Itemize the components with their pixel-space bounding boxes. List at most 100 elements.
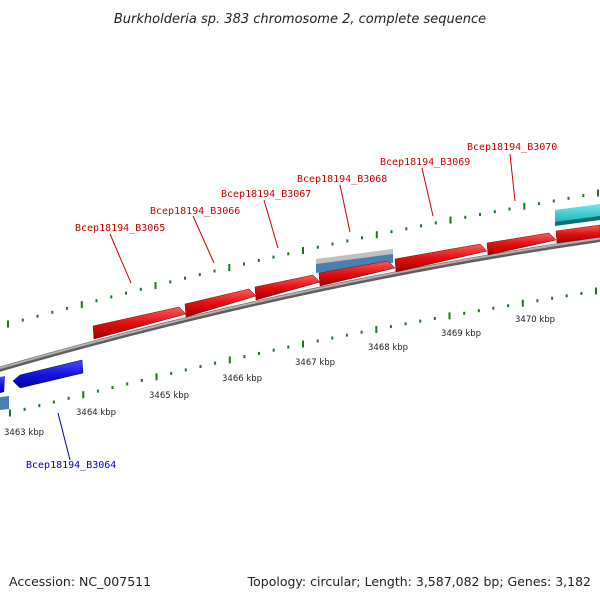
tick-label-3469: 3469 kbp (441, 329, 481, 339)
lower-major-tick (228, 356, 231, 364)
upper-minor-tick (508, 207, 511, 211)
upper-minor-tick (287, 252, 290, 256)
upper-minor-tick (198, 273, 201, 277)
upper-minor-tick (272, 255, 275, 259)
upper-major-tick (80, 301, 83, 309)
lower-minor-tick (199, 365, 202, 368)
lower-minor-tick (67, 396, 70, 400)
gene-label-B3068[interactable]: Bcep18194_B3068 (297, 174, 387, 185)
upper-major-tick (597, 189, 599, 197)
lower-minor-tick (565, 294, 568, 298)
upper-minor-tick (420, 224, 422, 228)
lower-minor-tick (419, 319, 422, 323)
lower-minor-tick (184, 368, 187, 372)
upper-minor-tick (390, 230, 393, 234)
upper-major-tick (375, 231, 378, 239)
lower-minor-tick (507, 304, 510, 308)
lower-minor-tick (272, 348, 275, 352)
lower-minor-tick (463, 311, 466, 315)
map-title: Burkholderia sp. 383 chromosome 2, compl… (114, 12, 486, 27)
lower-minor-tick (360, 330, 363, 334)
upper-minor-tick (479, 213, 481, 216)
lower-minor-tick (433, 317, 436, 320)
lower-minor-tick (214, 361, 217, 365)
upper-minor-tick (405, 227, 408, 231)
reverse-genes (12, 359, 84, 389)
chromosome-backbone (0, 236, 600, 372)
gene-label-B3064[interactable]: Bcep18194_B3064 (26, 460, 116, 471)
tick-label-3466: 3466 kbp (222, 374, 262, 384)
lower-minor-tick (316, 339, 319, 343)
steel-feature (316, 254, 393, 273)
gene-label-B3065[interactable]: Bcep18194_B3065 (75, 223, 165, 234)
gene-next-arrow[interactable] (555, 224, 600, 244)
lower-minor-tick (331, 336, 334, 340)
lower-major-tick (521, 299, 524, 307)
lower-minor-tick (345, 333, 348, 337)
upper-minor-tick (95, 299, 98, 303)
lower-minor-tick (243, 355, 246, 359)
upper-minor-tick (434, 221, 437, 225)
upper-major-tick (228, 264, 231, 271)
tick-label-3464: 3464 kbp (76, 408, 116, 418)
upper-minor-tick (51, 310, 54, 314)
upper-tick-row (7, 189, 599, 328)
edge-blue-gene (0, 376, 5, 393)
upper-minor-tick (243, 262, 245, 266)
gene-label-B3066[interactable]: Bcep18194_B3066 (150, 206, 240, 217)
upper-minor-tick (538, 202, 540, 206)
upper-minor-tick (110, 295, 113, 299)
gene-label-B3069[interactable]: Bcep18194_B3069 (380, 157, 470, 168)
upper-minor-tick (125, 291, 127, 295)
tick-labels: 3463 kbp 3464 kbp 3465 kbp 3466 kbp 3467… (4, 315, 555, 438)
upper-major-tick (523, 202, 526, 210)
topology-text: Topology: circular; Length: 3,587,082 bp… (247, 574, 591, 589)
tick-label-3470: 3470 kbp (515, 315, 555, 325)
upper-minor-tick (552, 199, 555, 203)
lower-minor-tick (580, 291, 583, 295)
accession-text: Accession: NC_007511 (9, 574, 151, 589)
gene-B3068-arrow[interactable] (318, 260, 396, 287)
lower-major-tick (9, 409, 11, 417)
lower-major-tick (375, 325, 378, 333)
lower-minor-tick (477, 309, 480, 313)
lower-minor-tick (126, 382, 129, 386)
lower-tick-row (9, 287, 597, 417)
upper-minor-tick (582, 194, 585, 198)
upper-major-tick (449, 216, 452, 224)
lower-minor-tick (52, 400, 55, 404)
upper-minor-tick (567, 196, 570, 200)
lower-minor-tick (389, 325, 392, 329)
lower-minor-tick (96, 389, 99, 393)
lower-minor-tick (170, 371, 173, 375)
upper-minor-tick (346, 239, 349, 243)
tick-label-3463: 3463 kbp (4, 428, 44, 438)
tick-label-3468: 3468 kbp (368, 343, 408, 353)
lower-minor-tick (38, 404, 41, 408)
upper-major-tick (7, 320, 9, 328)
gene-B3064-arrow[interactable] (12, 359, 84, 389)
lower-major-tick (82, 391, 85, 399)
forward-gene-labels: Bcep18194_B3065 Bcep18194_B3066 Bcep1819… (75, 142, 557, 234)
forward-label-leaders (109, 153, 516, 284)
forward-genes (92, 224, 600, 340)
lower-minor-tick (404, 322, 407, 326)
lower-minor-tick (287, 345, 290, 349)
lower-major-tick (155, 373, 158, 381)
gene-B3070-arrow[interactable] (486, 232, 557, 256)
upper-minor-tick (184, 276, 186, 280)
upper-minor-tick (316, 245, 319, 249)
upper-minor-tick (361, 236, 363, 240)
upper-major-tick (302, 247, 304, 254)
upper-minor-tick (213, 269, 216, 273)
lower-major-tick (595, 287, 597, 295)
gene-label-B3067[interactable]: Bcep18194_B3067 (221, 189, 311, 200)
gene-B3069-arrow[interactable] (394, 243, 488, 273)
gene-label-B3070[interactable]: Bcep18194_B3070 (467, 142, 557, 153)
lower-minor-tick (551, 296, 554, 300)
upper-minor-tick (331, 242, 334, 246)
upper-minor-tick (139, 287, 142, 291)
lower-minor-tick (536, 299, 539, 303)
lower-minor-tick (140, 378, 143, 382)
